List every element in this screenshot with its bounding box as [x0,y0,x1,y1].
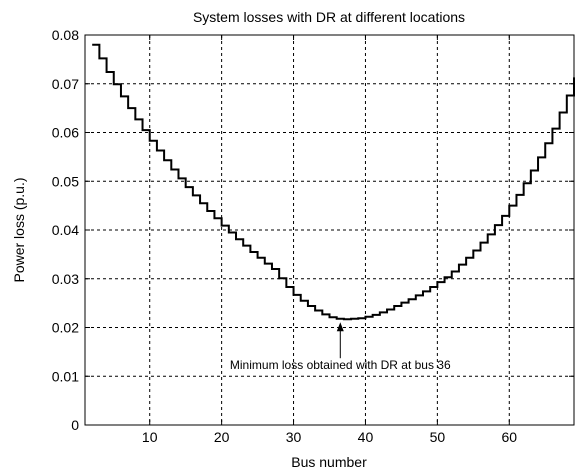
y-tick-label: 0.03 [52,271,79,287]
y-tick-label: 0.02 [52,320,79,336]
y-tick-label: 0 [71,417,79,433]
x-tick-label: 40 [358,429,374,445]
x-axis-label: Bus number [291,454,367,470]
series-line [92,43,575,321]
grid [85,35,574,425]
plot-area [85,35,574,425]
ticks: 10 20 30 40 50 60 0 0.01 0.02 0.03 0.04 0.05 0.06 0.0… [52,27,574,445]
x-tick-label: 10 [142,429,158,445]
x-tick-label: 60 [501,429,517,445]
y-tick-label: 0.07 [52,76,79,92]
x-tick-label: 50 [430,429,446,445]
y-tick-label: 0.06 [52,125,79,141]
y-tick-label: 0.05 [52,173,79,189]
annotation-arrow-head [336,322,344,332]
y-tick-label: 0.08 [52,27,79,43]
x-tick-label: 20 [214,429,230,445]
y-axis-label: Power loss (p.u.) [11,177,27,282]
y-tick-label: 0.01 [52,368,79,384]
annotation-text: Minimum loss obtained with DR at bus 36 [230,358,451,372]
annotation: Minimum loss obtained with DR at bus 36 [230,322,451,372]
y-tick-label: 0.04 [52,222,79,238]
x-tick-label: 30 [286,429,302,445]
chart-title: System losses with DR at different locat… [193,9,465,25]
